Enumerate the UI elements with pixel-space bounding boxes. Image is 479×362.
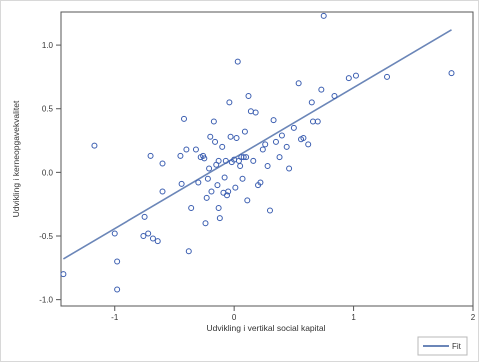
scatter-point xyxy=(216,215,223,222)
scatter-point xyxy=(239,175,246,182)
scatter-point xyxy=(320,12,327,19)
scatter-point xyxy=(147,152,154,159)
scatter-point xyxy=(227,133,234,140)
scatter-point xyxy=(308,99,315,106)
scatter-point xyxy=(178,180,185,187)
scatter-point xyxy=(244,197,251,204)
scatter-point xyxy=(272,138,279,145)
scatter-point xyxy=(192,146,199,153)
scatter-point xyxy=(208,188,215,195)
y-tick-label: 0.0 xyxy=(42,168,54,177)
scatter-point xyxy=(257,179,264,186)
scatter-point xyxy=(91,142,98,149)
scatter-point xyxy=(243,154,250,161)
x-tick-label: 1 xyxy=(351,313,356,322)
scatter-point xyxy=(448,70,455,77)
scatter-point xyxy=(278,132,285,139)
scatter-point xyxy=(318,86,325,93)
scatter-point xyxy=(145,230,152,237)
scatter-point xyxy=(300,135,307,141)
scatter-point xyxy=(233,135,240,141)
y-tick-label: 0.5 xyxy=(42,105,54,114)
scatter-point xyxy=(314,118,321,125)
scatter-point xyxy=(270,117,277,124)
scatter-point xyxy=(114,258,121,265)
x-tick-label: -1 xyxy=(111,313,119,322)
x-tick-label: 0 xyxy=(232,313,237,322)
scatter-point xyxy=(212,138,219,145)
scatter-point xyxy=(181,115,188,122)
scatter-point xyxy=(203,194,210,201)
scatter-point xyxy=(331,93,338,99)
fit-layer xyxy=(62,29,452,260)
scatter-point xyxy=(264,163,271,169)
scatter-point xyxy=(223,192,230,199)
legend-fit-label: Fit xyxy=(452,342,462,351)
fit-line xyxy=(62,29,452,260)
scatter-point xyxy=(114,286,121,293)
scatter-point xyxy=(206,165,213,172)
scatter-point xyxy=(185,248,192,255)
scatter-point xyxy=(222,157,229,164)
scatter-point xyxy=(201,155,208,162)
scatter-point xyxy=(295,80,302,87)
scatter-point xyxy=(266,207,273,214)
scatter-point xyxy=(214,182,221,189)
legend: Fit xyxy=(417,336,468,356)
scatter-point xyxy=(352,72,359,79)
scatter-point xyxy=(286,165,293,172)
scatter-point xyxy=(283,143,290,150)
scatter-point xyxy=(207,133,214,140)
y-tick-label: 1.0 xyxy=(42,41,54,50)
scatter-point xyxy=(159,188,166,195)
y-tick-label: -1.0 xyxy=(39,296,53,305)
scatter-point xyxy=(240,154,247,161)
scatter-point xyxy=(177,152,184,159)
scatter-point xyxy=(276,154,283,161)
scatter-point xyxy=(262,141,269,148)
y-axis-ticks: -1.0 -0.5 0.0 0.5 1.0 xyxy=(39,41,61,305)
scatter-point xyxy=(241,128,248,135)
plot-area xyxy=(60,11,474,307)
y-tick-label: -0.5 xyxy=(39,232,53,241)
scatter-point xyxy=(140,233,147,239)
x-axis-label: Udvikling i vertikal social kapital xyxy=(206,323,325,333)
scatter-point xyxy=(245,93,252,99)
scatter-point xyxy=(232,184,239,191)
x-tick-label: 2 xyxy=(471,313,476,322)
y-axis-label: Udvikling i kerneopgavekvalitet xyxy=(11,100,21,217)
scatter-point xyxy=(60,271,67,278)
scatter-point xyxy=(141,213,148,220)
scatter-point xyxy=(195,179,202,186)
scatter-point xyxy=(345,75,352,82)
scatter-point xyxy=(221,174,228,181)
scatter-point xyxy=(250,157,257,164)
scatter-point xyxy=(111,230,118,237)
scatter-point xyxy=(305,141,312,148)
scatter-point xyxy=(225,188,232,195)
scatter-point xyxy=(215,157,222,164)
scatter-point xyxy=(237,163,244,169)
scatter-point xyxy=(384,73,391,80)
scatter-point xyxy=(215,205,222,211)
scatter-point xyxy=(149,235,156,242)
scatter-point xyxy=(159,160,166,167)
scatter-point xyxy=(204,175,211,182)
scatter-point xyxy=(210,118,217,125)
scatter-point xyxy=(183,146,190,153)
scatter-point xyxy=(154,238,161,245)
scatter-point xyxy=(252,109,259,116)
x-axis-ticks: -1 0 1 2 xyxy=(111,306,476,322)
points-layer xyxy=(60,12,455,293)
scatter-point xyxy=(226,99,233,106)
scatter-point xyxy=(234,58,241,65)
scatter-point xyxy=(290,124,297,131)
scatter-point xyxy=(202,220,209,227)
scatter-point xyxy=(259,146,266,153)
scatter-point xyxy=(188,205,195,211)
scatter-point xyxy=(219,143,226,150)
